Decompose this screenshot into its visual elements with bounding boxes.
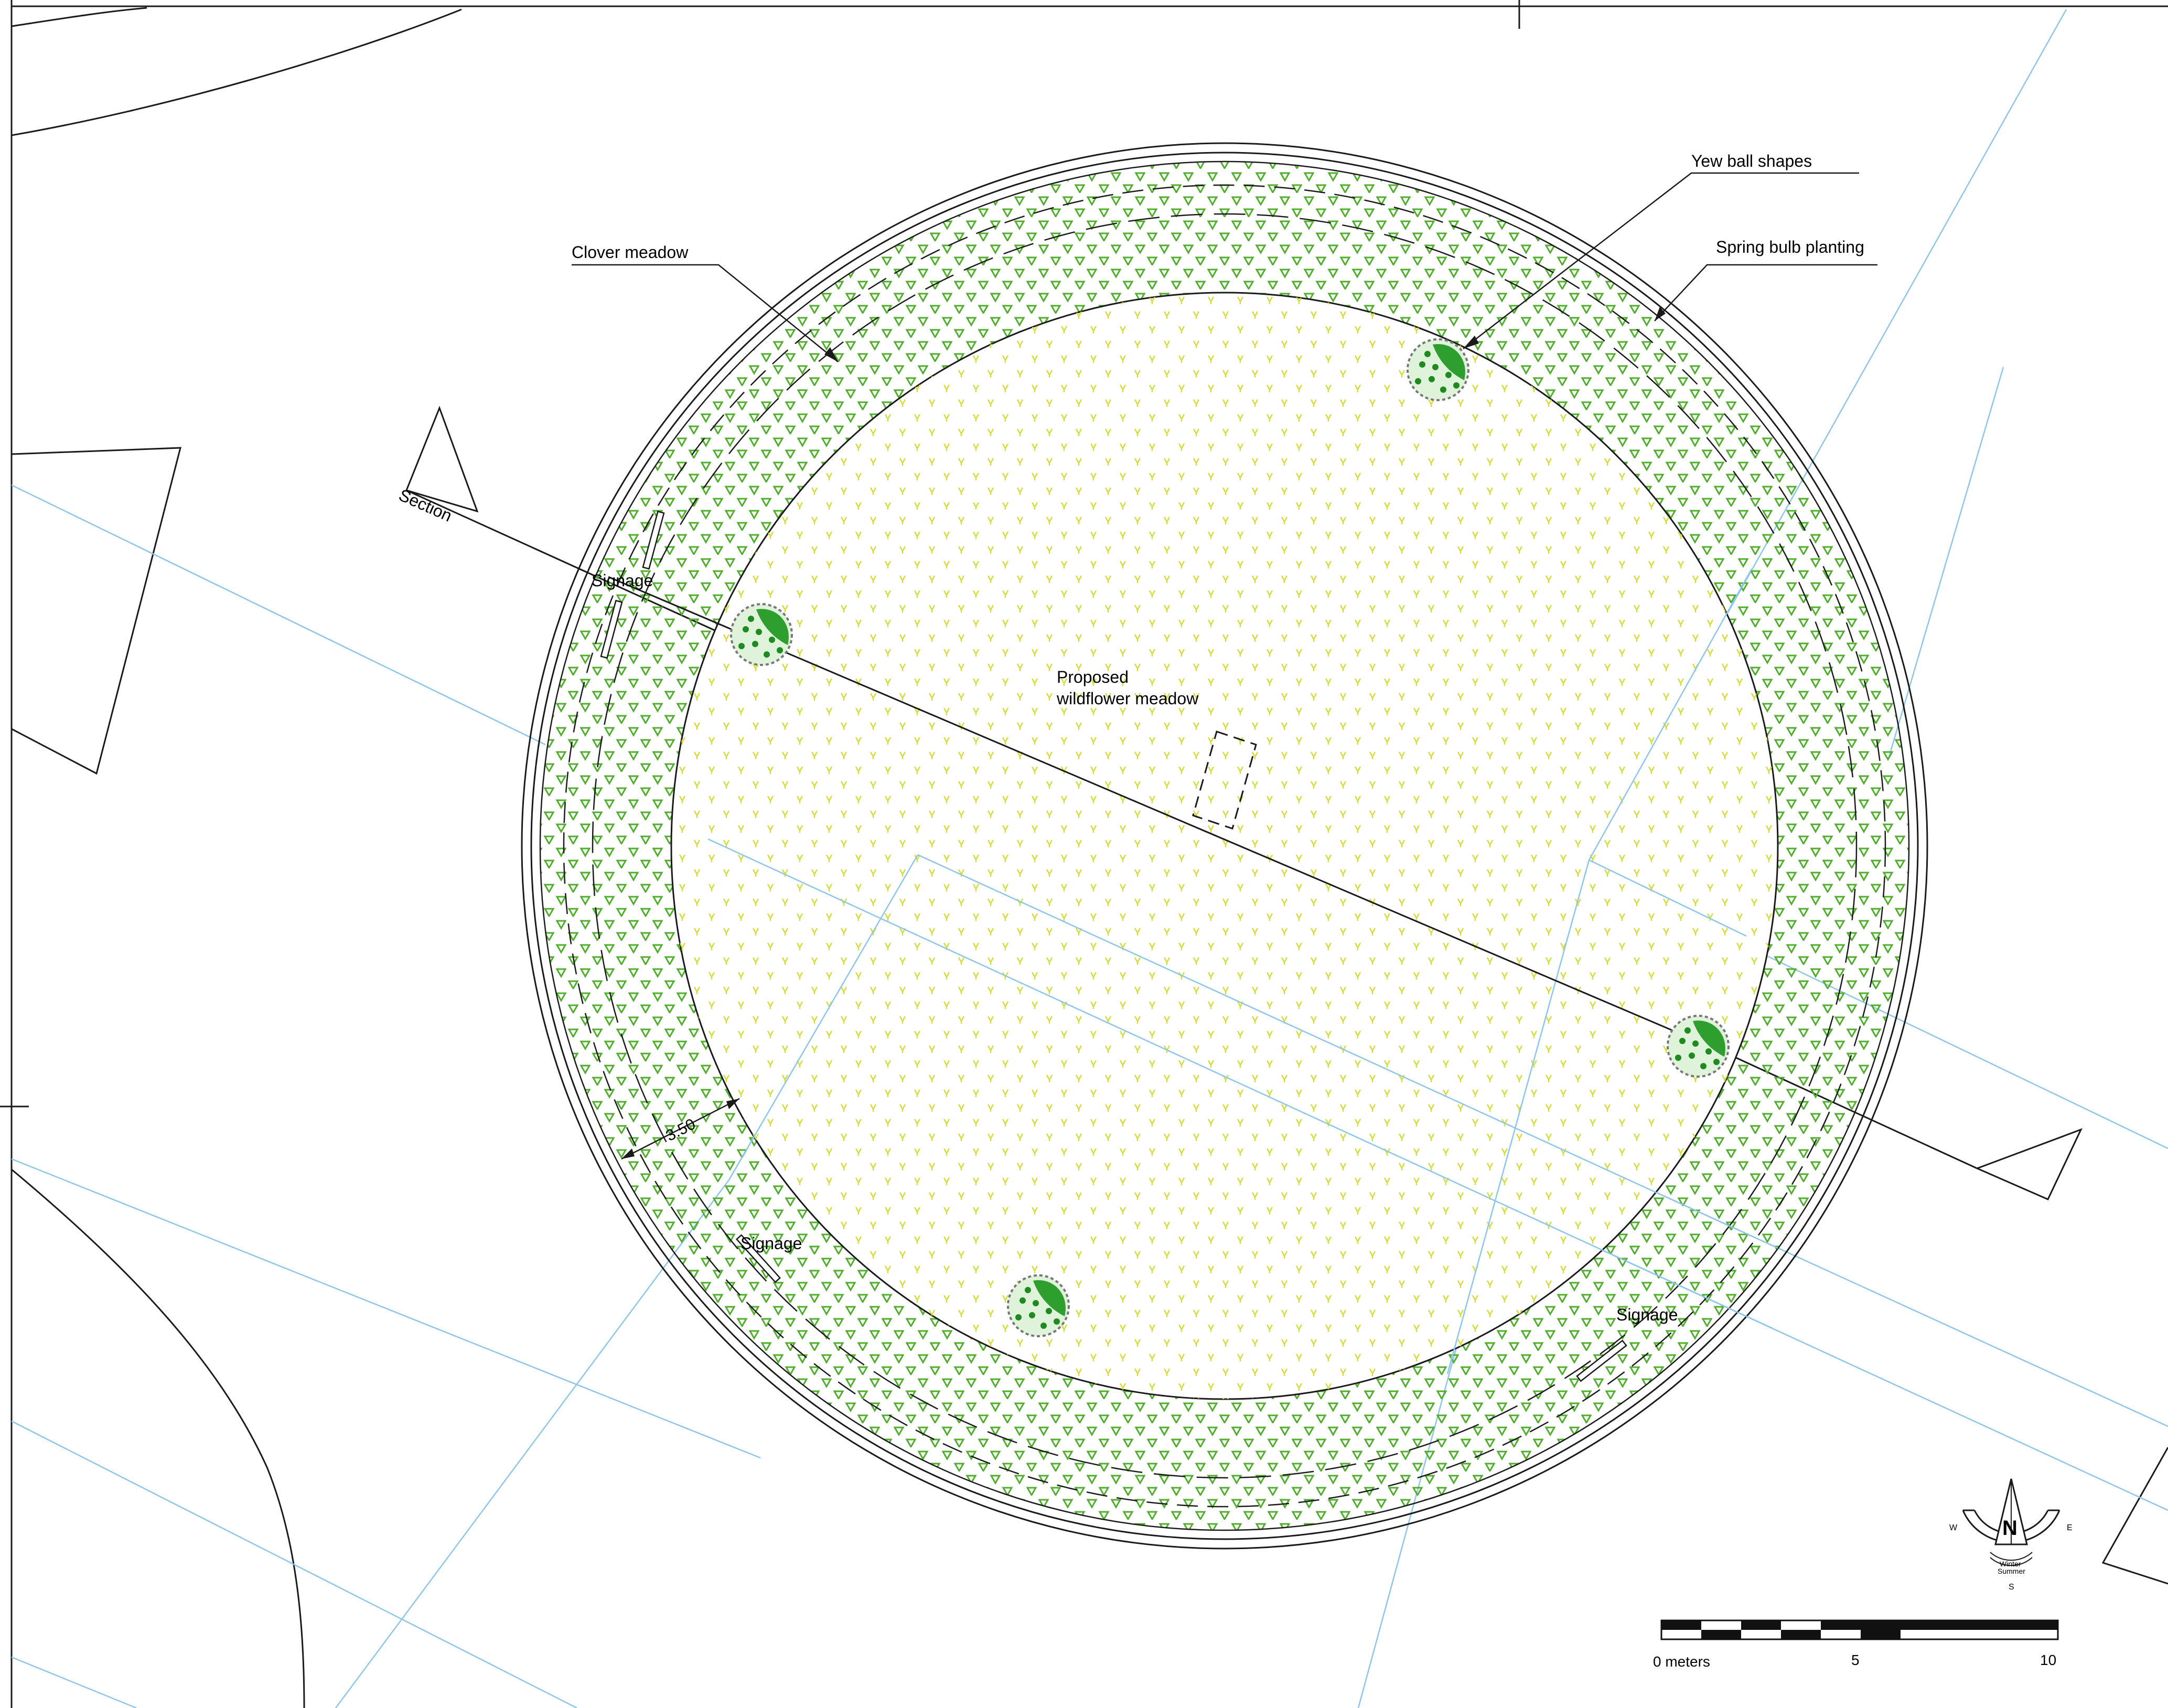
label-spring-bulb-planting: Spring bulb planting xyxy=(1716,238,1864,256)
yew-ball-3 xyxy=(1667,1015,1730,1078)
north-letter: N xyxy=(2002,1517,2017,1540)
scale-label-0: 0 meters xyxy=(1653,1653,1710,1670)
signage-plates xyxy=(600,510,1627,1382)
yew-ball-4 xyxy=(1007,1274,1070,1337)
meadow-blue-lines xyxy=(707,568,1778,1374)
section-line xyxy=(608,576,1729,1055)
winter-label: Winter xyxy=(2000,1560,2021,1568)
east-letter: E xyxy=(2067,1523,2073,1532)
yew-ball-2 xyxy=(730,603,793,666)
summer-label: Summer xyxy=(1998,1567,2025,1575)
label-signage-3: Signage xyxy=(1616,1305,1678,1324)
dashed-feature-outline xyxy=(1192,731,1257,830)
west-letter: W xyxy=(1949,1523,1958,1532)
spring-bulb-boundary xyxy=(563,184,1886,1508)
leader-arrowheads xyxy=(824,307,1666,362)
label-proposed: Proposed xyxy=(1057,668,1129,686)
scale-label-5: 5 xyxy=(1851,1652,1860,1668)
scale-label-10: 10 xyxy=(2040,1652,2056,1668)
label-wildflower-meadow: wildflower meadow xyxy=(1056,689,1199,708)
north-arrow: N W E S Winter Summer xyxy=(1949,1478,2073,1592)
roundabout-edge xyxy=(521,142,1928,1550)
label-section: Section xyxy=(396,486,455,525)
label-signage-1: Signage xyxy=(592,571,653,590)
clover-inner-dashed xyxy=(592,213,1858,1479)
label-clover-meadow: Clover meadow xyxy=(572,243,689,262)
yew-ball-1 xyxy=(1407,338,1469,401)
south-letter: S xyxy=(2009,1583,2014,1592)
label-signage-2: Signage xyxy=(740,1234,802,1253)
scale-bar: 0 meters 5 10 xyxy=(1653,1619,2059,1670)
annotation-leaders xyxy=(572,172,1877,362)
label-yew-ball-shapes: Yew ball shapes xyxy=(1691,152,1812,170)
